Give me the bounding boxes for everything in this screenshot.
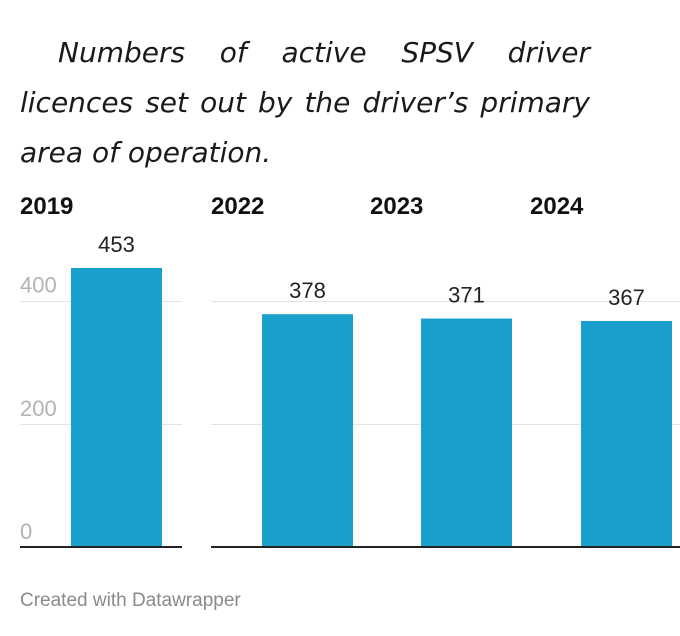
bar-2024 bbox=[581, 320, 672, 547]
bar-2019 bbox=[71, 268, 162, 547]
chart-title: Numbers of active SPSV driver licences s… bbox=[20, 36, 590, 169]
value-label-2019: 453 bbox=[98, 232, 135, 257]
bar-2023 bbox=[421, 318, 512, 547]
value-label-2024: 367 bbox=[608, 285, 645, 310]
value-label-2022: 378 bbox=[289, 278, 326, 303]
panel-title-2022: 2022 bbox=[211, 193, 264, 220]
panel-title-2024: 2024 bbox=[530, 193, 584, 220]
y-tick-label-400: 400 bbox=[20, 273, 57, 298]
bar-2022 bbox=[262, 314, 353, 547]
y-tick-label-200: 200 bbox=[20, 396, 57, 421]
panel-title-2019: 2019 bbox=[20, 193, 73, 220]
datawrapper-credit: Created with Datawrapper bbox=[20, 590, 241, 611]
y-tick-label-0: 0 bbox=[20, 519, 32, 544]
bar-chart: 2019 453 2022 378 2023 371 2024 367 0 200 400 bbox=[20, 193, 680, 548]
panel-title-2023: 2023 bbox=[370, 193, 423, 220]
value-label-2023: 371 bbox=[448, 283, 485, 308]
